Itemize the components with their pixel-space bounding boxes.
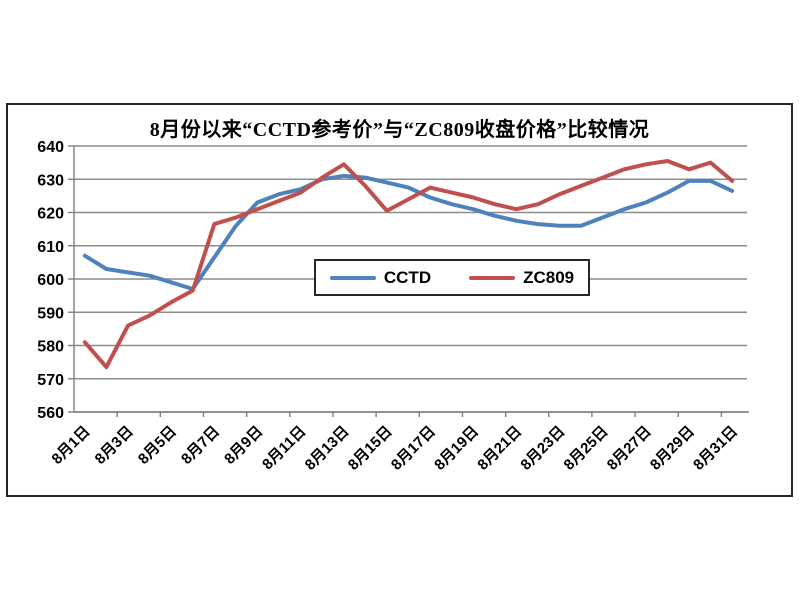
y-axis-label-560: 560	[37, 405, 64, 422]
cctd-line-swatch	[329, 275, 376, 280]
legend-label-zc809: ZC809	[523, 267, 575, 287]
zc809-line-swatch	[469, 275, 516, 280]
x-axis-label-8月17日: 8月17日	[388, 423, 439, 474]
x-axis-label-8月27日: 8月27日	[604, 423, 655, 474]
y-axis-label-620: 620	[37, 206, 64, 223]
x-axis-label-8月23日: 8月23日	[517, 423, 568, 474]
y-axis-label-630: 630	[37, 172, 64, 189]
legend-item-zc809: ZC809	[469, 268, 574, 288]
y-axis-label-570: 570	[37, 372, 64, 389]
x-axis-label-8月7日: 8月7日	[178, 423, 223, 468]
x-axis-label-8月25日: 8月25日	[561, 423, 612, 474]
chart-frame: 8月份以来“CCTD参考价”与“ZC809收盘价格”比较情况 560 570 580…	[6, 103, 793, 497]
chart-title: 8月份以来“CCTD参考价”与“ZC809收盘价格”比较情况	[149, 119, 650, 141]
y-axis-label-590: 590	[37, 305, 64, 322]
x-axis-label-8月5日: 8月5日	[135, 423, 180, 468]
x-axis-label-8月13日: 8月13日	[302, 423, 353, 474]
x-axis-label-8月29日: 8月29日	[647, 423, 698, 474]
x-axis-label-8月21日: 8月21日	[474, 423, 525, 474]
x-axis-label-8月15日: 8月15日	[345, 423, 396, 474]
x-axis-label-8月19日: 8月19日	[431, 423, 482, 474]
x-axis-label-8月1日: 8月1日	[49, 423, 94, 468]
legend-item-cctd: CCTD	[329, 267, 432, 288]
y-axis-label-640: 640	[37, 139, 64, 156]
series-line-zc809	[82, 159, 735, 370]
y-axis-label-610: 610	[37, 239, 64, 256]
y-axis-label-600: 600	[37, 272, 64, 289]
x-axis-label-8月11日: 8月11日	[259, 423, 309, 473]
plot-area: 5605705805906006106206306408月1日8月3日8月5日8…	[37, 139, 749, 474]
x-axis-label-8月3日: 8月3日	[92, 423, 137, 468]
y-axis-label-580: 580	[37, 339, 64, 356]
legend: CCTD ZC809	[314, 259, 590, 296]
x-axis-label-8月31日: 8月31日	[690, 423, 741, 474]
legend-label-cctd: CCTD	[383, 267, 432, 287]
